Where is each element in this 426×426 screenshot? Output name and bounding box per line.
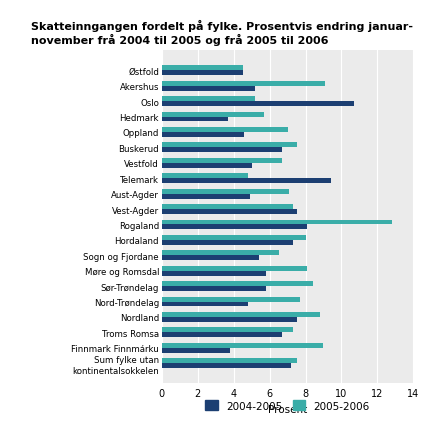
Bar <box>162 302 248 307</box>
Bar <box>162 132 245 138</box>
Bar <box>162 271 266 276</box>
Bar <box>162 128 288 132</box>
Bar <box>162 164 252 168</box>
Bar <box>162 236 305 240</box>
Bar <box>162 333 282 337</box>
Bar <box>162 82 325 86</box>
X-axis label: Prosent: Prosent <box>268 404 307 414</box>
Bar <box>162 282 313 286</box>
Bar <box>162 343 323 348</box>
Bar <box>162 317 296 322</box>
Bar <box>162 358 296 363</box>
Bar <box>162 86 255 92</box>
Bar <box>162 179 331 184</box>
Bar <box>162 194 250 199</box>
Bar <box>162 71 243 76</box>
Bar <box>162 363 291 368</box>
Legend: 2004-2005, 2005-2006: 2004-2005, 2005-2006 <box>201 396 374 415</box>
Bar <box>162 251 279 256</box>
Bar <box>162 225 307 230</box>
Bar <box>162 220 391 225</box>
Bar <box>162 266 307 271</box>
Bar <box>162 210 296 215</box>
Bar <box>162 297 300 302</box>
Bar <box>162 112 264 117</box>
Bar <box>162 348 230 353</box>
Text: Skatteinngangen fordelt på fylke. Prosentvis endring januar-
november frå 2004 t: Skatteinngangen fordelt på fylke. Prosen… <box>31 20 413 46</box>
Bar <box>162 312 320 317</box>
Bar <box>162 240 293 245</box>
Bar <box>162 97 255 102</box>
Bar <box>162 148 282 153</box>
Bar <box>162 158 282 164</box>
Bar <box>162 143 296 148</box>
Bar <box>162 256 259 261</box>
Bar <box>162 286 266 291</box>
Bar <box>162 66 243 71</box>
Bar <box>162 328 293 333</box>
Bar <box>162 117 228 122</box>
Bar <box>162 102 354 107</box>
Bar <box>162 174 248 179</box>
Bar <box>162 204 293 210</box>
Bar <box>162 189 289 194</box>
